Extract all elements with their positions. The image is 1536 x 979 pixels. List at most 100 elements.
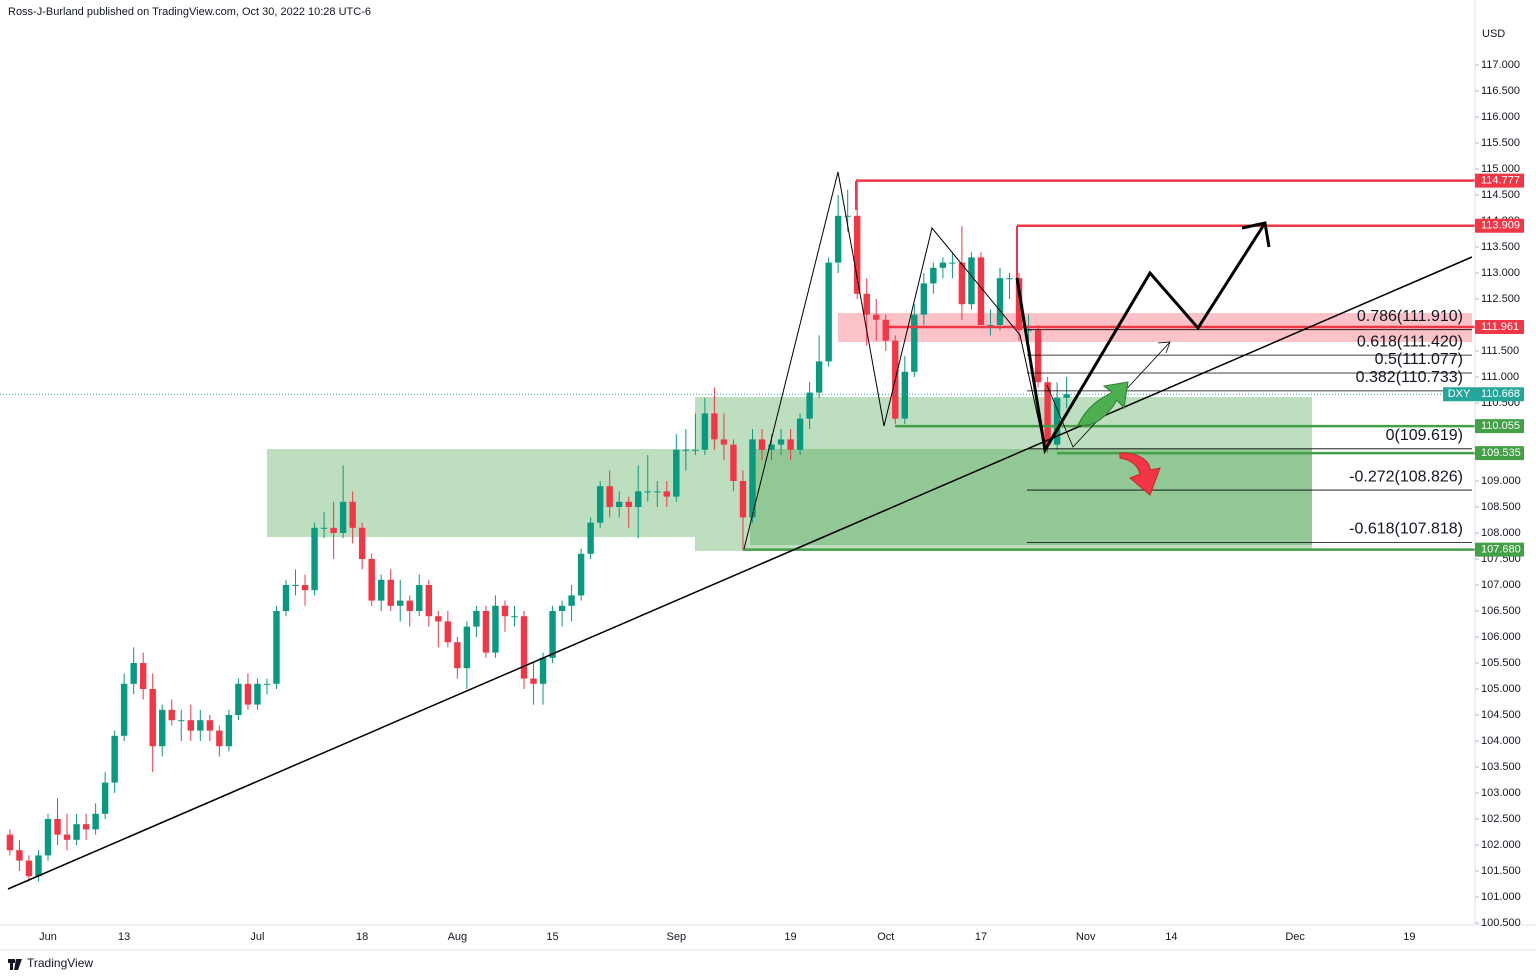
candle-body xyxy=(301,585,309,591)
candle-body xyxy=(178,720,185,722)
candle-body xyxy=(25,860,33,877)
candle-body xyxy=(406,600,413,611)
fib-label: 0.618(111.420) xyxy=(1357,333,1463,350)
projection-arrowhead xyxy=(1241,221,1271,248)
candle-body xyxy=(263,683,271,685)
y-tick-label: 111.500 xyxy=(1481,345,1519,357)
candle-body xyxy=(1015,278,1023,331)
up-arrow xyxy=(1077,381,1129,426)
level-label: 110.055 xyxy=(1481,420,1520,432)
symbol-badge xyxy=(1443,387,1475,402)
candle-body xyxy=(463,626,471,669)
candle-body xyxy=(387,579,394,606)
candle-body xyxy=(16,850,23,861)
candle-body xyxy=(358,527,366,559)
level-label: 109.535 xyxy=(1481,447,1521,459)
price-badge xyxy=(1475,387,1524,402)
candle-body xyxy=(854,215,861,294)
candle-body xyxy=(930,267,937,284)
candle-body xyxy=(1053,397,1061,445)
candle-body xyxy=(501,605,509,617)
candle-body xyxy=(806,392,813,419)
x-tick-label: 17 xyxy=(975,931,987,943)
level-badge xyxy=(1475,446,1524,461)
candle-body xyxy=(673,449,680,497)
candle-body xyxy=(939,262,947,268)
down-arrow xyxy=(1119,452,1161,496)
fib-label: 0.382(110.733) xyxy=(1356,369,1463,386)
y-tick-label: 115.500 xyxy=(1481,137,1520,149)
price-label: 110.668 xyxy=(1481,388,1520,400)
candle-body xyxy=(73,824,80,840)
candle-body xyxy=(558,605,566,611)
drawings xyxy=(7,171,1473,890)
candle-body xyxy=(958,262,966,305)
candle-body xyxy=(616,501,623,507)
symbol-label: DXY xyxy=(1448,388,1471,400)
candle-body xyxy=(368,559,375,601)
logo-mark xyxy=(10,959,13,970)
x-tick-label: 19 xyxy=(1403,931,1415,943)
candle-body xyxy=(663,491,670,497)
level-badge xyxy=(1475,173,1524,188)
candle-body xyxy=(435,616,442,622)
candle-body xyxy=(758,439,766,450)
y-tick-label: 117.000 xyxy=(1481,59,1520,71)
level-label: 107.680 xyxy=(1481,544,1521,556)
y-tick-label: 115.000 xyxy=(1481,163,1520,175)
candle-body xyxy=(749,439,756,518)
candle-body xyxy=(996,278,1004,325)
candle-body xyxy=(625,501,632,507)
candle-body xyxy=(454,642,461,669)
candle-body xyxy=(815,361,823,393)
candle-body xyxy=(654,491,661,493)
y-tick-label: 116.500 xyxy=(1481,85,1520,97)
logo xyxy=(8,959,22,970)
fib-label: -0.272(108.826) xyxy=(1349,468,1463,485)
candle-body xyxy=(949,262,956,264)
levels: 0.786(111.910) 0.618(111.420)0.5(111.077)… xyxy=(0,179,1475,551)
x-tick-label: Dec xyxy=(1285,931,1305,943)
x-tick-label: 13 xyxy=(118,931,130,943)
candle-body xyxy=(140,663,147,689)
candle-body xyxy=(787,439,794,450)
level-badge xyxy=(1475,419,1524,434)
fib-label: 0.786(111.910) xyxy=(1357,308,1463,325)
candle-body xyxy=(530,678,537,684)
candle-body xyxy=(235,683,242,715)
thin-projection xyxy=(1046,341,1171,448)
y-tick-label: 108.500 xyxy=(1481,501,1521,513)
level-badge xyxy=(1475,320,1524,335)
level-badge xyxy=(1475,542,1524,557)
x-tick-label: Jul xyxy=(250,931,264,943)
candle-body xyxy=(473,611,480,627)
candle-body xyxy=(911,314,918,372)
candle-body xyxy=(777,439,785,445)
y-tick-label: 107.000 xyxy=(1481,579,1521,591)
candle-body xyxy=(644,491,651,493)
x-tick-label: Jun xyxy=(39,931,57,943)
candle-body xyxy=(739,481,747,518)
level-label: 113.909 xyxy=(1481,220,1520,232)
y-tick-label: 106.500 xyxy=(1481,605,1521,617)
candle-body xyxy=(1025,330,1032,332)
candle-body xyxy=(968,257,975,305)
thin-arrowhead xyxy=(1157,341,1171,354)
x-tick-label: Oct xyxy=(877,931,894,943)
candle-body xyxy=(349,501,356,528)
candle-body xyxy=(44,819,52,856)
candle-body xyxy=(635,491,642,507)
candle-body xyxy=(206,720,214,731)
y-tick-label: 112.500 xyxy=(1481,293,1520,305)
footer-brand: TradingView xyxy=(27,956,93,970)
candle-body xyxy=(225,715,233,747)
candle-body xyxy=(825,262,832,362)
candle-body xyxy=(273,611,280,684)
candle-body xyxy=(159,709,166,747)
y-tick-label: 100.500 xyxy=(1481,917,1521,929)
candle-body xyxy=(320,527,328,529)
level-label: 114.777 xyxy=(1481,175,1520,187)
y-tick-label: 105.500 xyxy=(1481,657,1521,669)
